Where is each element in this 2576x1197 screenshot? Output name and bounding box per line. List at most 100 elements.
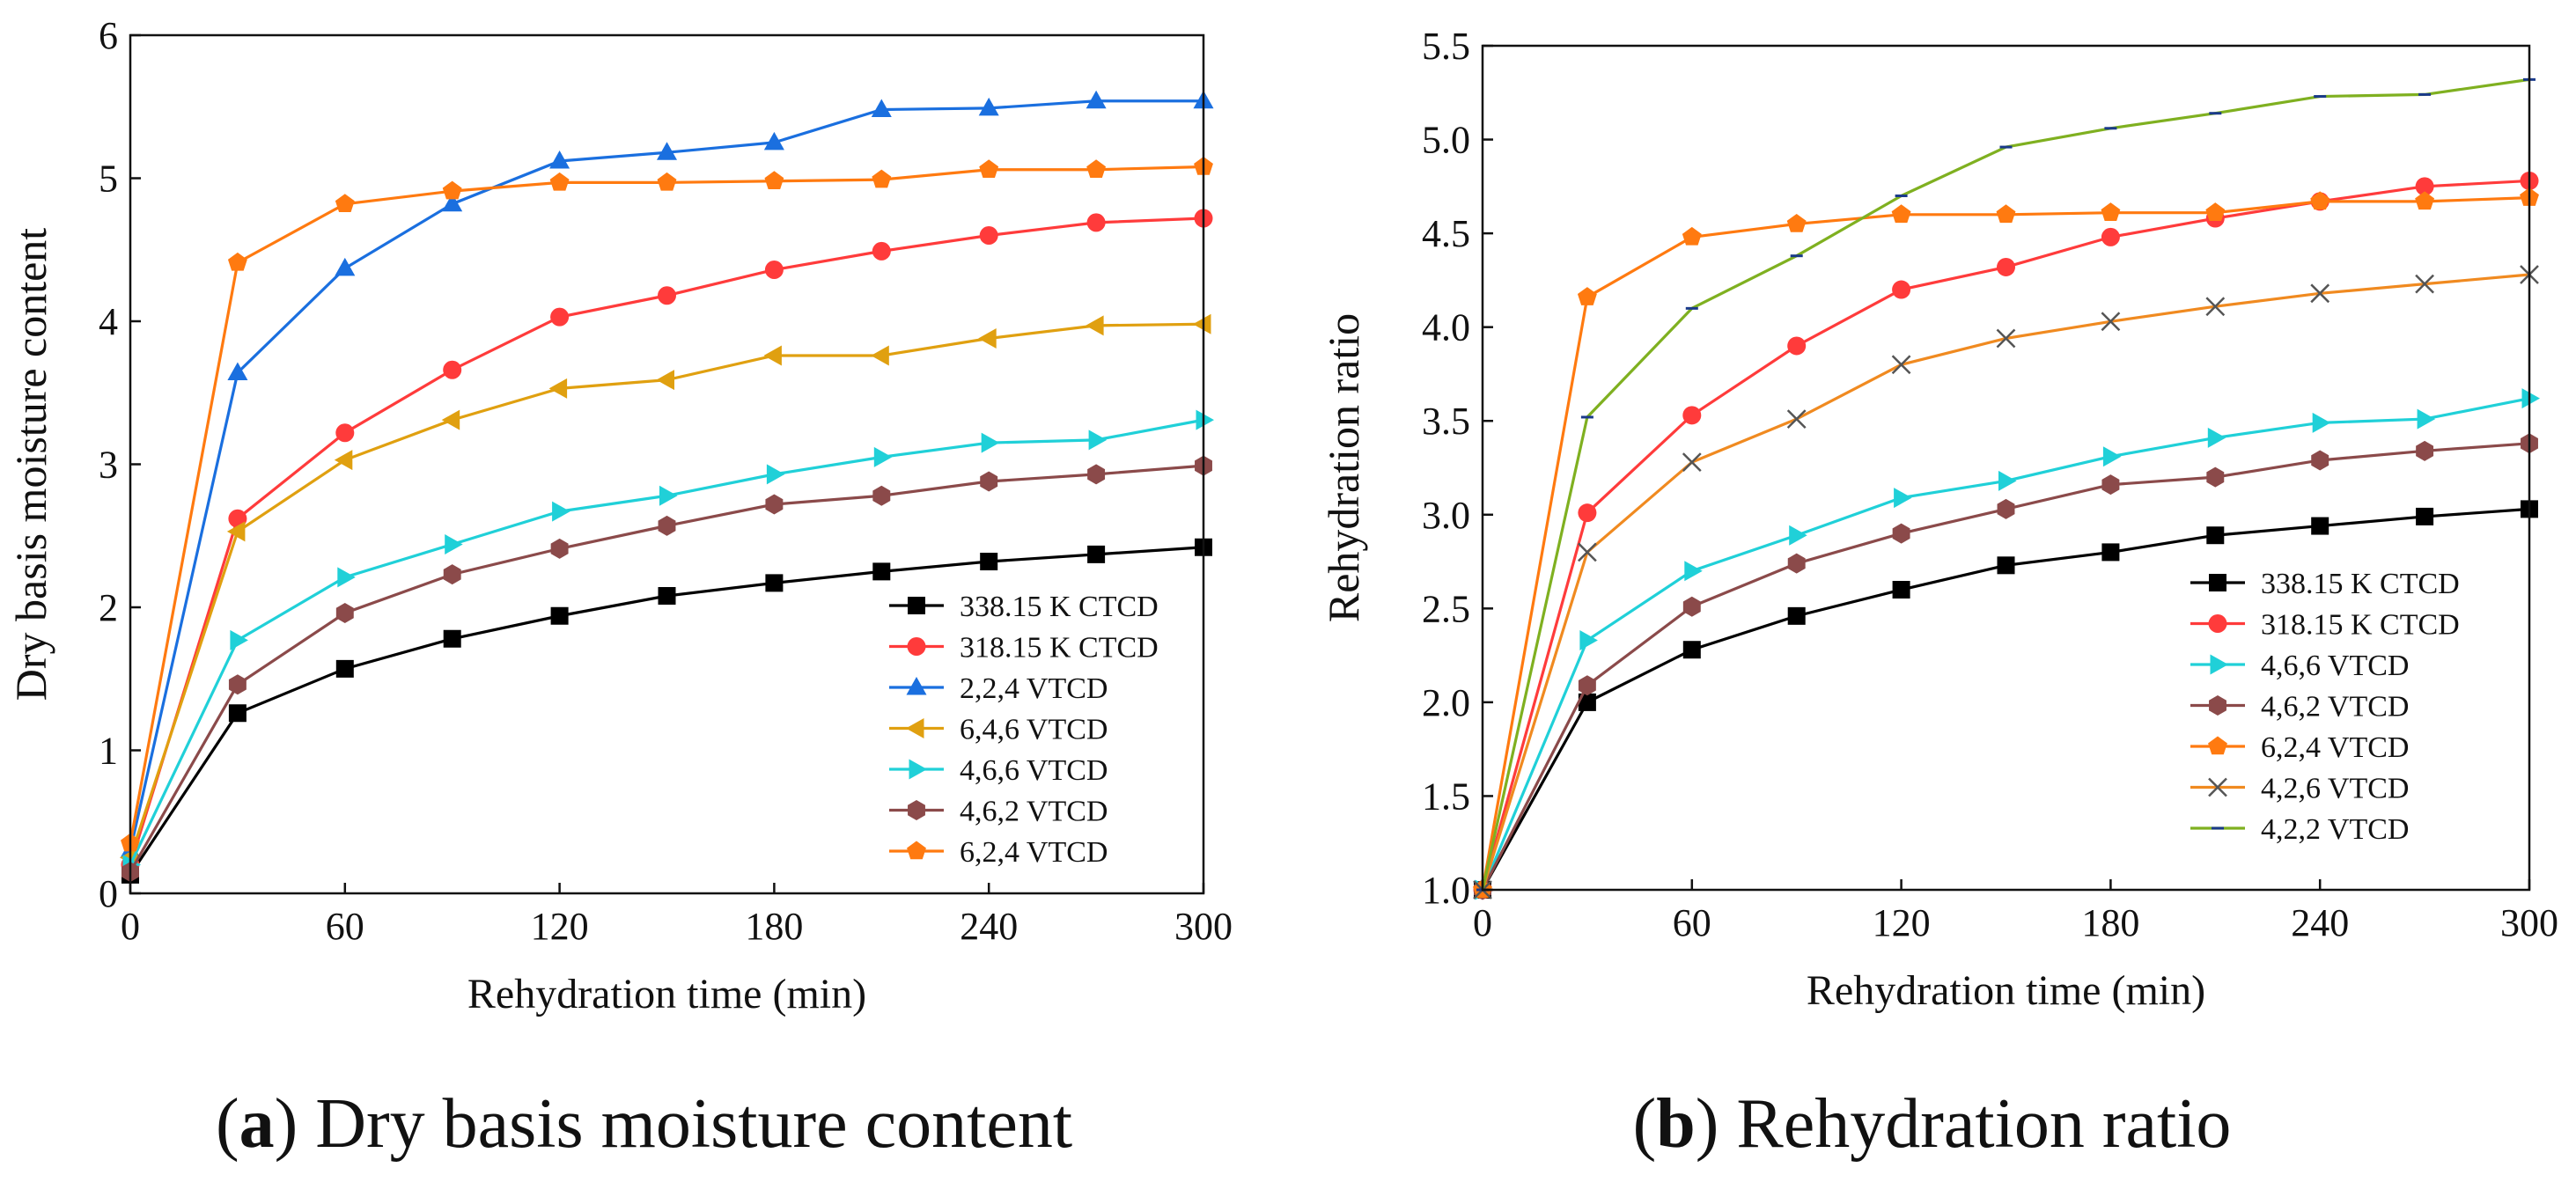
series-5-point-6 <box>766 464 785 485</box>
series-5-point-3 <box>445 534 463 554</box>
x-axis-label: Rehydration time (min) <box>467 971 866 1017</box>
legend-marker-2 <box>907 637 926 656</box>
series-6-point-8 <box>2310 283 2330 304</box>
y-tick-label-0: 1.0 <box>1422 869 1470 912</box>
series-2-point-3 <box>1787 336 1807 356</box>
series-4-point-7 <box>871 345 889 366</box>
series-6-point-2 <box>335 603 354 623</box>
series-6-point-7 <box>2205 297 2226 317</box>
series-1-point-6 <box>765 574 784 592</box>
series-6-point-1 <box>1578 542 1597 562</box>
series-3-point-9 <box>1086 90 1107 109</box>
legend-label-1: 338.15 K CTCD <box>2261 568 2460 600</box>
x-tick-label-3: 180 <box>2081 901 2139 944</box>
series-1-point-3 <box>1787 606 1806 625</box>
series-4-point-2 <box>1682 596 1701 617</box>
series-1-point-5 <box>658 587 676 605</box>
legend-label-3: 2,2,4 VTCD <box>960 672 1108 705</box>
series-2-point-5 <box>1997 257 2015 276</box>
series-3-point-2 <box>1684 561 1703 582</box>
series-5-point-9 <box>2415 191 2435 210</box>
series-2-point-3 <box>443 360 462 379</box>
series-2-point-4 <box>550 307 570 327</box>
caption-b: (b) Rehydration ratio <box>1632 1085 2232 1163</box>
legend-label-5: 4,6,6 VTCD <box>960 754 1108 787</box>
legend-marker-2 <box>2208 614 2227 633</box>
series-2-point-5 <box>658 286 676 305</box>
legend-marker-3 <box>2210 654 2228 675</box>
y-axis-label: Rehydration ratio <box>1319 313 1368 622</box>
series-6-point-9 <box>2415 274 2434 294</box>
series-4-point-3 <box>1787 553 1806 574</box>
y-tick-label-9: 5.5 <box>1422 25 1470 68</box>
series-2-point-1 <box>1578 503 1597 523</box>
y-tick-label-6: 4.0 <box>1422 306 1470 349</box>
series-4-point-8 <box>2311 450 2329 471</box>
series-3-point-7 <box>871 99 892 117</box>
y-tick-label-3: 3 <box>99 444 118 487</box>
series-6-point-1 <box>228 674 247 695</box>
series-4-point-4 <box>548 378 568 399</box>
series-5-point-1 <box>1577 287 1597 305</box>
legend-label-1: 338.15 K CTCD <box>960 591 1159 623</box>
y-tick-label-2: 2.0 <box>1422 681 1470 724</box>
caption-a: (a) Dry basis moisture content <box>215 1085 1073 1163</box>
series-7-point-2 <box>335 194 355 213</box>
caption-b-text: Rehydration ratio <box>1719 1085 2232 1163</box>
caption-b-letter: b <box>1656 1085 1696 1163</box>
legend-label-4: 6,4,6 VTCD <box>960 714 1108 746</box>
series-2-point-7 <box>872 241 891 261</box>
caption-a-text: Dry basis moisture content <box>298 1085 1073 1163</box>
legend-marker-6 <box>2208 777 2227 797</box>
series-5-point-6 <box>2101 202 2121 221</box>
x-tick-label-4: 240 <box>2291 901 2349 944</box>
series-6-point-3 <box>443 564 461 585</box>
series-7-point-5 <box>657 172 677 191</box>
series-5-point-5 <box>659 485 678 506</box>
y-tick-label-4: 4 <box>99 300 118 343</box>
series-4-point-6 <box>2101 474 2120 496</box>
series-3-point-3 <box>1789 525 1807 546</box>
legend-label-5: 6,2,4 VTCD <box>2261 731 2409 764</box>
series-7-point-1 <box>227 252 247 271</box>
legend-marker-6 <box>908 800 925 820</box>
series-3-point-5 <box>1998 470 2017 491</box>
x-tick-label-1: 60 <box>326 905 364 948</box>
legend-label-2: 318.15 K CTCD <box>960 632 1159 665</box>
series-1-point-4 <box>1892 581 1910 599</box>
series-6-point-5 <box>658 515 676 536</box>
series-1-point-1 <box>228 704 247 723</box>
legend-marker-5 <box>909 759 927 780</box>
series-4-point-4 <box>1892 523 1910 544</box>
series-group <box>1473 77 2540 900</box>
y-tick-label-5: 5 <box>99 158 118 201</box>
legend-label-7: 4,2,2 VTCD <box>2261 813 2409 846</box>
series-3-point-1 <box>1579 630 1598 651</box>
legend-label-3: 4,6,6 VTCD <box>2261 650 2409 682</box>
series-6-point-2 <box>1682 452 1702 472</box>
series-6-point-6 <box>765 494 784 515</box>
series-3-point-4 <box>549 151 570 169</box>
series-6-point-6 <box>2101 312 2121 332</box>
series-1-point-4 <box>550 606 569 625</box>
legend-marker-1 <box>2209 574 2226 591</box>
series-4-point-10 <box>1193 313 1211 334</box>
y-tick-label-3: 2.5 <box>1422 587 1470 630</box>
y-tick-label-7: 4.5 <box>1422 212 1470 255</box>
series-1-point-2 <box>335 659 354 678</box>
legend-marker-3 <box>906 677 927 695</box>
x-tick-label-0: 0 <box>121 905 140 948</box>
series-3-point-6 <box>2102 446 2122 467</box>
series-3-point-3 <box>442 193 463 212</box>
legend-label-6: 4,2,6 VTCD <box>2261 773 2409 805</box>
series-1-point-9 <box>2416 507 2434 525</box>
series-1-point-8 <box>2311 517 2329 535</box>
series-4-point-1 <box>226 521 246 542</box>
series-2-point-6 <box>2101 227 2120 246</box>
series-6-point-4 <box>550 538 569 559</box>
legend-label-4: 4,6,2 VTCD <box>2261 691 2409 723</box>
series-5-point-1 <box>230 629 248 650</box>
y-tick-label-8: 5.0 <box>1422 119 1470 162</box>
series-5-point-2 <box>337 567 356 588</box>
series-2-point-2 <box>1682 406 1702 425</box>
